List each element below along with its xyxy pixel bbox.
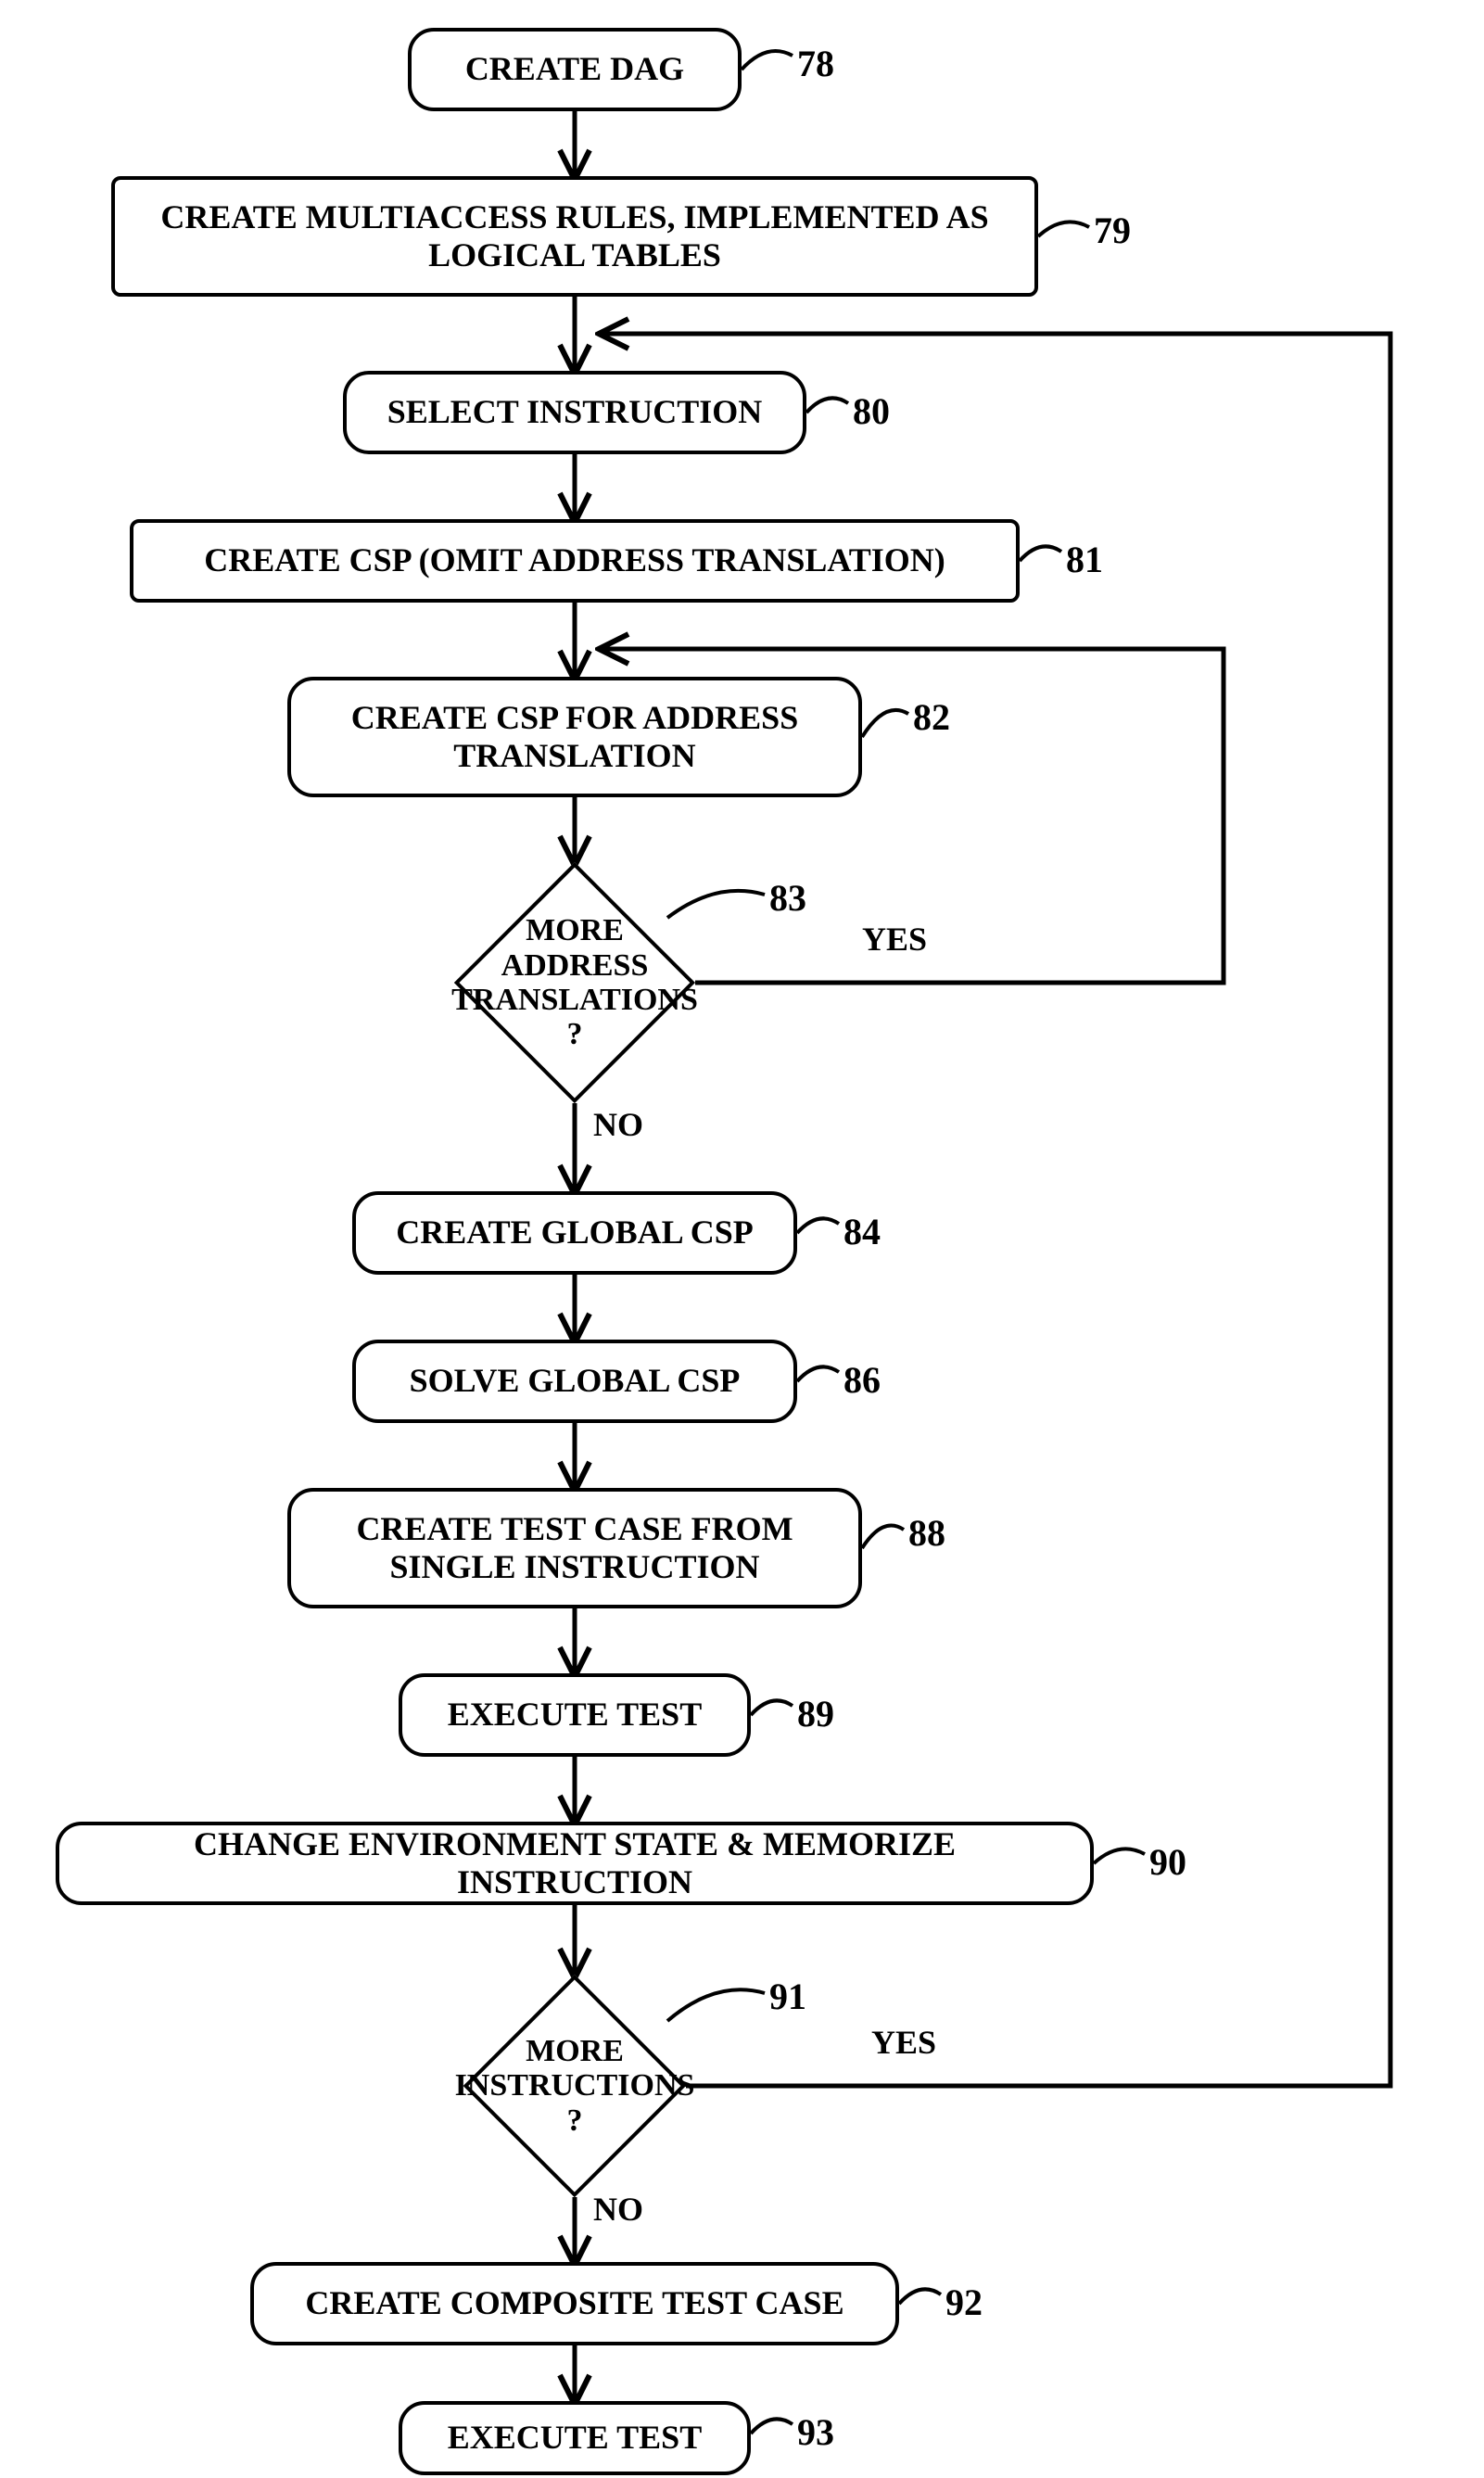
decision-text-91: MORE INSTRUCTIONS ? xyxy=(455,2034,695,2138)
edge-label: YES xyxy=(862,921,927,958)
ref-label-86: 86 xyxy=(843,1358,881,1402)
step-92: CREATE COMPOSITE TEST CASE xyxy=(250,2262,899,2345)
ref-label-81: 81 xyxy=(1066,538,1103,581)
step-90: CHANGE ENVIRONMENT STATE & MEMORIZE INST… xyxy=(56,1822,1094,1905)
decision-91: MORE INSTRUCTIONS ? xyxy=(463,1975,686,2197)
ref-label-91: 91 xyxy=(769,1975,806,2018)
edge-label: NO xyxy=(593,1106,643,1143)
step-93: EXECUTE TEST xyxy=(399,2401,751,2475)
step-81: CREATE CSP (OMIT ADDRESS TRANSLATION) xyxy=(130,519,1020,603)
ref-label-93: 93 xyxy=(797,2410,834,2454)
ref-label-82: 82 xyxy=(913,695,950,739)
step-89: EXECUTE TEST xyxy=(399,1673,751,1757)
step-78: CREATE DAG xyxy=(408,28,742,111)
step-84: CREATE GLOBAL CSP xyxy=(352,1191,797,1275)
step-80: SELECT INSTRUCTION xyxy=(343,371,806,454)
step-88: CREATE TEST CASE FROM SINGLE INSTRUCTION xyxy=(287,1488,862,1608)
flowchart-canvas: YESNOYESNOCREATE DAGCREATE MULTIACCESS R… xyxy=(0,0,1484,2478)
ref-label-88: 88 xyxy=(908,1511,945,1555)
step-86: SOLVE GLOBAL CSP xyxy=(352,1340,797,1423)
ref-label-89: 89 xyxy=(797,1692,834,1735)
decision-83: MORE ADDRESS TRANSLATIONS ? xyxy=(454,862,695,1103)
ref-label-83: 83 xyxy=(769,876,806,920)
step-79: CREATE MULTIACCESS RULES, IMPLEMENTED AS… xyxy=(111,176,1038,297)
ref-label-90: 90 xyxy=(1149,1840,1186,1884)
ref-label-84: 84 xyxy=(843,1210,881,1253)
step-82: CREATE CSP FOR ADDRESS TRANSLATION xyxy=(287,677,862,797)
decision-text-83: MORE ADDRESS TRANSLATIONS ? xyxy=(451,913,698,1052)
ref-label-92: 92 xyxy=(945,2281,983,2324)
ref-label-78: 78 xyxy=(797,42,834,85)
edge-label: YES xyxy=(871,2024,936,2061)
ref-label-79: 79 xyxy=(1094,209,1131,252)
ref-label-80: 80 xyxy=(853,389,890,433)
